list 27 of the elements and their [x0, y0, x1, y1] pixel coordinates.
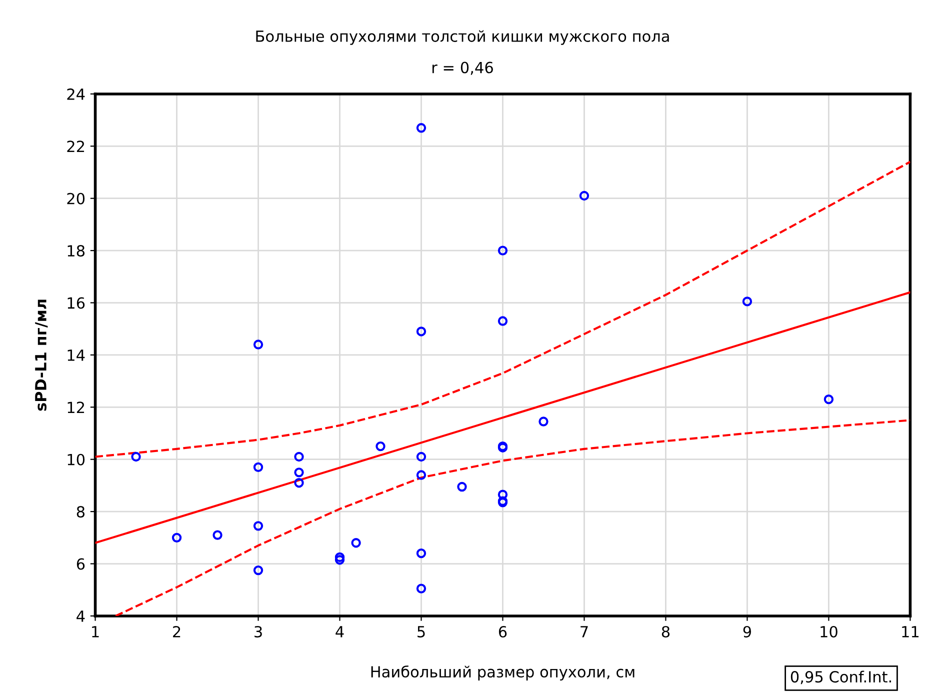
y-tick-label: 8	[76, 506, 85, 518]
x-tick-label: 11	[902, 626, 919, 638]
x-axis-title: Наибольший размер опухоли, см	[371, 665, 634, 681]
y-tick-label: 6	[76, 558, 85, 570]
y-tick-label: 20	[67, 192, 85, 204]
y-tick-label: 18	[68, 245, 85, 257]
text: 0,95 Conf.Int.	[790, 670, 891, 684]
x-tick-label: 8	[662, 626, 670, 638]
x-tick-label: 5	[418, 626, 425, 638]
y-tick-label: 24	[67, 88, 85, 100]
y-tick-label: 16	[68, 297, 85, 309]
y-tick-label: 22	[67, 140, 84, 152]
y-tick-label: 12	[68, 402, 84, 413]
y-tick-label: 14	[68, 350, 85, 361]
x-tick-label: 10	[820, 626, 838, 638]
x-tick-label: 1	[92, 626, 99, 638]
x-tick-label: 7	[580, 626, 588, 638]
x-tick-label: 9	[743, 626, 751, 638]
x-tick-label: 6	[498, 626, 507, 638]
x-tick-label: 3	[254, 626, 262, 638]
y-tick-label: 4	[76, 610, 85, 622]
y-tick-label: 10	[68, 454, 85, 466]
x-tick-label: 4	[336, 626, 344, 638]
chart-subtitle: r = 0,46	[432, 62, 493, 75]
x-tick-label: 2	[173, 626, 180, 638]
chart-title: Больные опухолями толстой кишки мужского пола	[256, 30, 669, 45]
y-axis-title: sPD-L1 пг/мл	[35, 300, 48, 411]
